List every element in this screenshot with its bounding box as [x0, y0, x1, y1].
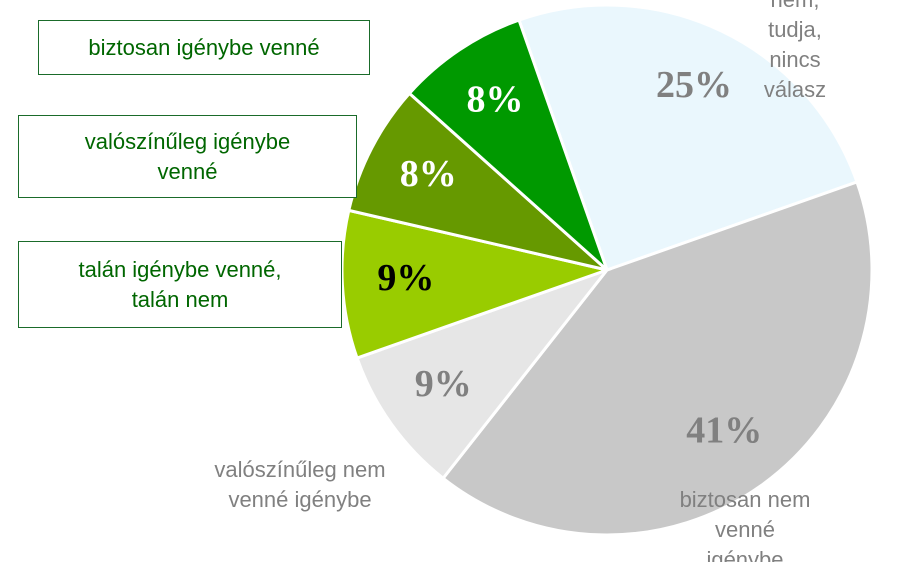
- category-label: biztosan igénybe venné: [38, 20, 370, 75]
- value-label: 25%: [656, 64, 732, 106]
- value-label: 8%: [400, 153, 457, 195]
- value-label: 9%: [415, 363, 472, 405]
- pie-slice: [407, 18, 609, 272]
- value-label: 8%: [466, 78, 523, 120]
- pie-slice: [517, 3, 859, 272]
- value-label: 41%: [686, 409, 762, 451]
- pie-slice: [346, 91, 608, 272]
- value-label: 9%: [377, 257, 434, 299]
- category-label: talán igénybe venné, talán nem: [18, 241, 342, 328]
- category-label: valószínűleg nem venné igénybe: [214, 457, 386, 512]
- category-label: nem, tudja, nincs válasz: [763, 0, 827, 102]
- pie-slice: [441, 180, 874, 537]
- pie-slice: [355, 266, 612, 481]
- category-label: biztosan nem venné igénybe: [679, 487, 811, 562]
- pie-slice: [340, 208, 613, 360]
- category-label: valószínűleg igénybe venné: [18, 115, 357, 198]
